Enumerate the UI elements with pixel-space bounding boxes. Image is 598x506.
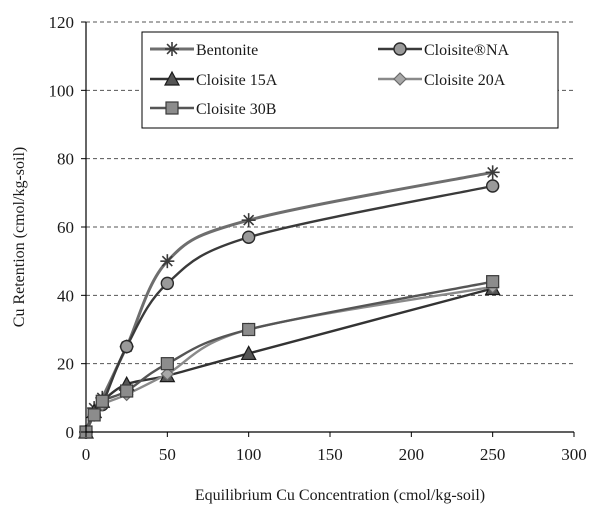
series-4-point-4: [160, 357, 174, 371]
y-axis-title: Cu Retention (cmol/kg-soil): [11, 147, 28, 327]
series-4-point-1: [87, 408, 101, 422]
y-tick-label-20: 20: [57, 355, 74, 374]
series-lines: [84, 170, 493, 433]
legend-marker-3: [393, 72, 407, 86]
tick-labels: 0 20 40 60 80 100 120 0 50 100 150 200 250 300: [49, 13, 587, 464]
y-tick-label-120: 120: [49, 13, 75, 32]
series-4-point-5: [242, 322, 256, 337]
x-tick-label-300: 300: [561, 445, 587, 464]
series-2-point-5: [240, 345, 257, 361]
legend-marker-2: [163, 70, 181, 86]
series-line-1: [84, 184, 493, 433]
legend-marker-1: [393, 42, 407, 56]
x-tick-label-200: 200: [399, 445, 425, 464]
y-tick-label-100: 100: [49, 81, 75, 100]
legend-label-3: Cloisite 20A: [424, 72, 506, 89]
legend-label-2: Cloisite 15A: [196, 72, 278, 89]
legend-label-0: Bentonite: [196, 42, 258, 59]
series-1-point-6: [485, 179, 500, 193]
series-0-point-6: [485, 165, 500, 180]
series-4-point-3: [120, 384, 134, 398]
x-tick-label-50: 50: [159, 445, 176, 464]
x-tick-label-150: 150: [317, 445, 343, 464]
x-tick-label-100: 100: [236, 445, 262, 464]
legend-marker-0: [165, 42, 179, 56]
legend-marker-4: [165, 101, 179, 115]
series-0-point-4: [160, 254, 175, 269]
series-3-point-4: [160, 367, 175, 381]
legend-label-4: Cloisite 30B: [196, 101, 276, 118]
series-4-point-6: [486, 275, 500, 289]
y-tick-label-60: 60: [57, 218, 74, 237]
series-1-point-4: [160, 276, 175, 291]
series-0-point-5: [241, 213, 256, 228]
legend-box: [141, 31, 559, 129]
axes: [81, 21, 575, 437]
x-axis-title: Equilibrium Cu Concentration (cmol/kg-so…: [195, 487, 485, 504]
series-4-point-2: [95, 394, 109, 408]
series-1-point-5: [241, 230, 256, 244]
y-tick-label-40: 40: [57, 286, 74, 305]
series-markers: [77, 165, 501, 439]
series-1-point-3: [119, 339, 134, 354]
series-line-0: [84, 170, 493, 433]
x-tick-label-250: 250: [480, 445, 506, 464]
y-tick-label-0: 0: [66, 423, 75, 442]
legend: Bentonite Cloisite®NA Cloisite 15A Cloisite…: [141, 31, 559, 129]
y-tick-label-80: 80: [57, 150, 74, 169]
legend-label-1: Cloisite®NA: [424, 42, 509, 59]
x-tick-label-0: 0: [82, 445, 91, 464]
